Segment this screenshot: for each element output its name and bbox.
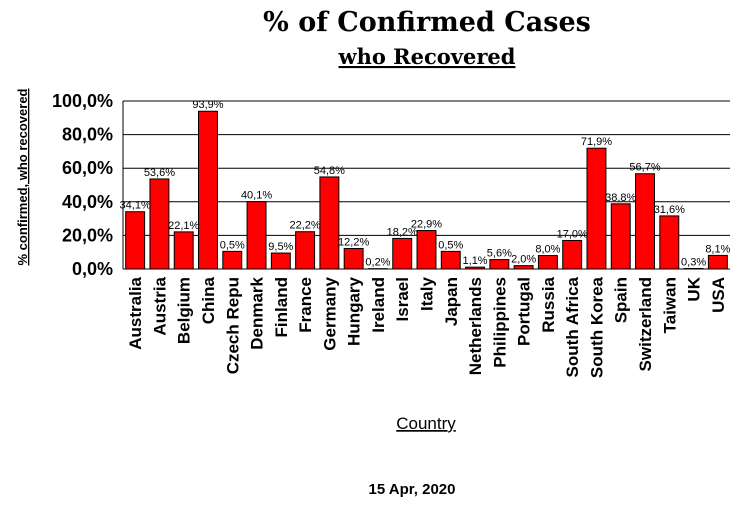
bar: [149, 178, 170, 270]
x-tick-label: South Korea: [587, 276, 606, 378]
data-label: 8,0%: [535, 244, 560, 256]
bar: [416, 230, 437, 270]
data-label: 40,1%: [241, 190, 272, 202]
data-label: 31,6%: [654, 204, 685, 216]
y-tick-label: 80,0%: [62, 125, 113, 145]
bar: [440, 250, 461, 270]
data-label: 34,1%: [120, 200, 151, 212]
bar: [198, 110, 218, 270]
data-label: 5,6%: [487, 248, 512, 260]
data-label: 1,1%: [463, 255, 488, 267]
x-tick-label: Hungary: [345, 276, 364, 346]
bar: [246, 201, 267, 270]
chart-subtitle: who Recovered: [338, 44, 516, 69]
bar: [659, 215, 680, 270]
x-tick-label: UK: [685, 276, 704, 301]
bar: [683, 267, 704, 270]
y-tick-label: 0,0%: [72, 259, 113, 279]
data-label: 18,2%: [387, 226, 418, 238]
data-label: 71,9%: [581, 136, 612, 148]
x-tick-label: Taiwan: [660, 277, 679, 333]
bar: [173, 231, 194, 270]
data-label: 17,0%: [557, 228, 588, 240]
x-tick-label: France: [296, 277, 315, 333]
data-label: 0,3%: [681, 256, 706, 268]
chart-date: 15 Apr, 2020: [368, 481, 455, 498]
bar: [125, 211, 146, 270]
x-tick-label: Belgium: [175, 277, 194, 344]
x-tick-label: Portugal: [515, 277, 534, 346]
data-label: 22,2%: [289, 220, 320, 232]
x-tick-label: Finland: [272, 277, 291, 337]
bars: [125, 110, 728, 270]
x-tick-label: Israel: [393, 277, 412, 321]
data-labels: 34,1% 53,6% 22,1% 93,9% 0,5% 40,1% 9,5% 22,2% 54…: [120, 99, 731, 268]
bar: [562, 239, 583, 270]
bar: [513, 265, 534, 270]
bar: [707, 254, 728, 270]
data-label: 8,1%: [705, 243, 730, 255]
x-tick-label: Japan: [442, 277, 461, 326]
y-axis-title: % confirmed, who recovered: [15, 88, 30, 265]
data-label: 22,9%: [411, 219, 442, 231]
bar: [465, 266, 486, 270]
bar: [270, 252, 291, 270]
y-tick-label: 60,0%: [62, 158, 113, 178]
y-tick-label: 40,0%: [62, 192, 113, 212]
x-tick-label: Spain: [612, 277, 631, 323]
y-ticks: 0,0% 20,0% 40,0% 60,0% 80,0% 100,0%: [52, 91, 113, 279]
bar: [489, 259, 510, 270]
data-label: 53,6%: [144, 167, 175, 179]
x-axis-title: Country: [396, 414, 456, 433]
x-tick-label: Ireland: [369, 277, 388, 333]
data-label: 0,5%: [438, 239, 463, 251]
data-label: 12,2%: [338, 237, 369, 249]
bar: [295, 231, 316, 270]
y-tick-label: 100,0%: [52, 91, 113, 111]
x-tick-label: Italy: [418, 276, 437, 311]
data-label: 54,8%: [314, 165, 345, 177]
y-tick-label: 20,0%: [62, 225, 113, 245]
x-tick-label: South Africa: [563, 276, 582, 377]
data-label: 22,1%: [168, 220, 199, 232]
data-label: 93,9%: [192, 99, 223, 111]
bar: [222, 250, 243, 270]
bar: [392, 237, 413, 270]
bar: [610, 203, 631, 270]
data-label: 0,2%: [365, 257, 390, 269]
x-tick-label: Philippines: [490, 277, 509, 368]
bar: [635, 173, 655, 270]
x-tick-label: China: [199, 276, 218, 324]
bar: [319, 176, 340, 270]
x-tick-label: Switzerland: [636, 277, 655, 371]
bar: [586, 147, 607, 270]
x-tick-label: Australia: [126, 276, 145, 349]
x-tick-label: Denmark: [248, 276, 267, 349]
data-label: 0,5%: [220, 239, 245, 251]
data-label: 2,0%: [511, 254, 536, 266]
x-ticks: Australia Austria Belgium China Czech Repu De…: [126, 276, 728, 378]
x-tick-label: Russia: [539, 276, 558, 332]
x-tick-label: Netherlands: [466, 277, 485, 375]
bar: [343, 248, 364, 270]
bar: [537, 255, 558, 270]
chart-title: % of Confirmed Cases: [263, 7, 591, 38]
data-label: 56,7%: [629, 162, 660, 174]
x-tick-label: Austria: [150, 276, 169, 335]
data-label: 9,5%: [268, 241, 293, 253]
x-tick-label: Germany: [320, 276, 339, 350]
x-tick-label: Czech Repu: [223, 277, 242, 374]
x-tick-label: USA: [709, 277, 728, 313]
data-label: 38,8%: [605, 192, 636, 204]
